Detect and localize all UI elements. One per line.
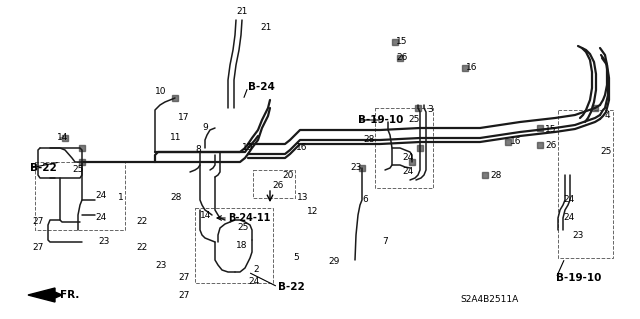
Text: 24: 24 xyxy=(563,213,574,222)
Bar xyxy=(79,145,85,151)
Text: 25: 25 xyxy=(72,166,83,174)
Bar xyxy=(592,105,598,111)
Text: 14: 14 xyxy=(57,133,68,143)
Text: 26: 26 xyxy=(545,140,556,150)
Text: 12: 12 xyxy=(307,207,318,217)
Text: 5: 5 xyxy=(293,254,299,263)
Text: 22: 22 xyxy=(136,218,147,226)
Bar xyxy=(375,108,433,188)
Text: 23: 23 xyxy=(572,231,584,240)
Text: B-24: B-24 xyxy=(248,82,275,92)
Bar xyxy=(417,145,423,151)
Bar xyxy=(409,159,415,165)
Text: 24: 24 xyxy=(95,190,106,199)
Text: 14: 14 xyxy=(200,211,211,219)
Polygon shape xyxy=(28,288,62,302)
Text: 21: 21 xyxy=(236,8,248,17)
Text: 16: 16 xyxy=(466,63,477,72)
Text: B-19-10: B-19-10 xyxy=(556,273,602,283)
Text: 11: 11 xyxy=(170,133,182,143)
Text: 21: 21 xyxy=(260,24,271,33)
Text: 1: 1 xyxy=(118,194,124,203)
Text: 23: 23 xyxy=(98,238,109,247)
Bar xyxy=(558,110,613,258)
Bar xyxy=(462,65,468,71)
Text: 24: 24 xyxy=(95,213,106,222)
Text: 27: 27 xyxy=(178,291,189,300)
Text: 16: 16 xyxy=(296,144,307,152)
Text: 23: 23 xyxy=(350,164,362,173)
Text: B-24-11: B-24-11 xyxy=(228,213,270,223)
Bar xyxy=(253,170,295,198)
Text: FR.: FR. xyxy=(60,290,79,300)
Text: 15: 15 xyxy=(545,125,557,135)
Text: 25: 25 xyxy=(600,147,611,157)
Bar xyxy=(62,135,68,141)
Bar xyxy=(359,165,365,171)
Bar xyxy=(79,159,85,165)
Bar xyxy=(172,95,178,101)
Text: 27: 27 xyxy=(32,243,44,253)
Text: 3: 3 xyxy=(427,106,433,115)
Text: 28: 28 xyxy=(490,170,501,180)
Text: 27: 27 xyxy=(32,218,44,226)
Bar xyxy=(392,39,398,45)
Text: 15: 15 xyxy=(396,38,408,47)
Text: 25: 25 xyxy=(237,224,248,233)
Bar xyxy=(482,172,488,178)
Text: 18: 18 xyxy=(236,241,248,249)
Text: 6: 6 xyxy=(362,196,368,204)
Text: 28: 28 xyxy=(363,136,374,145)
Text: 10: 10 xyxy=(155,87,166,97)
Text: 26: 26 xyxy=(272,181,284,189)
Bar xyxy=(35,162,125,230)
Text: S2A4B2511A: S2A4B2511A xyxy=(460,295,518,305)
Text: 2: 2 xyxy=(253,265,259,275)
Text: 20: 20 xyxy=(282,170,293,180)
Text: 17: 17 xyxy=(178,114,189,122)
Text: 24: 24 xyxy=(248,278,259,286)
Text: 9: 9 xyxy=(202,123,208,132)
Bar xyxy=(397,55,403,61)
Text: 27: 27 xyxy=(178,273,189,283)
Text: 24: 24 xyxy=(563,196,574,204)
Text: 28: 28 xyxy=(170,194,181,203)
Bar xyxy=(195,208,273,283)
Text: 16: 16 xyxy=(510,137,522,146)
Bar xyxy=(537,142,543,148)
Text: 26: 26 xyxy=(396,54,408,63)
Text: 8: 8 xyxy=(195,145,201,154)
Text: 29: 29 xyxy=(328,257,339,266)
Text: 4: 4 xyxy=(605,110,611,120)
Text: B-22: B-22 xyxy=(30,163,57,173)
Bar xyxy=(537,125,543,131)
Text: 25: 25 xyxy=(408,115,419,124)
Text: 19: 19 xyxy=(242,144,253,152)
Text: 13: 13 xyxy=(297,194,308,203)
Text: 22: 22 xyxy=(136,243,147,253)
Text: 24: 24 xyxy=(402,153,413,162)
Text: B-22: B-22 xyxy=(278,282,305,292)
Bar xyxy=(505,139,511,145)
Text: 7: 7 xyxy=(382,238,388,247)
Text: 23: 23 xyxy=(155,261,166,270)
Text: 24: 24 xyxy=(402,167,413,176)
Text: B-19-10: B-19-10 xyxy=(358,115,403,125)
Bar xyxy=(415,105,421,111)
